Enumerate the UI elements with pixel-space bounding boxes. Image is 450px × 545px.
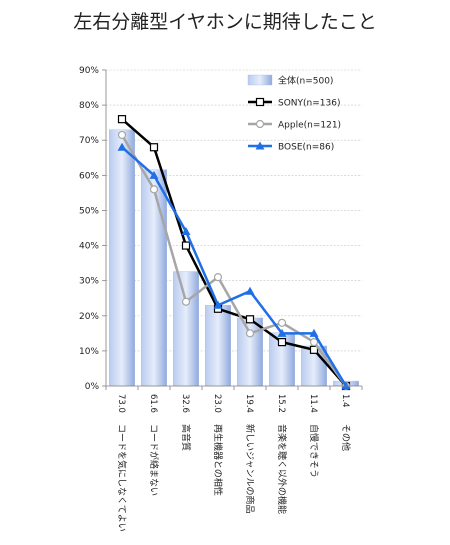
point xyxy=(181,227,191,236)
bar-value-label: 11.4 xyxy=(308,394,318,413)
bar xyxy=(236,317,263,387)
point xyxy=(309,345,319,354)
legend-label: BOSE(n=86) xyxy=(278,143,334,153)
bar-value-label: 23.0 xyxy=(212,394,222,413)
chart-title: 左右分離型イヤホンに期待したこと xyxy=(73,11,376,33)
point xyxy=(245,286,255,295)
point xyxy=(255,141,265,150)
y-tick-label: 20% xyxy=(79,312,99,322)
category-label-group: 1.4 その他 xyxy=(340,394,352,451)
category-label: 再生機器との相性 xyxy=(212,424,224,496)
category-label: その他 xyxy=(340,424,352,451)
y-tick-label: 50% xyxy=(79,206,99,216)
y-tick-label: 30% xyxy=(79,277,99,287)
y-tick-label: 40% xyxy=(79,242,99,252)
category-label-group: 73.0 コードを気にしなくてよい xyxy=(116,394,128,532)
series-line xyxy=(121,146,348,387)
point xyxy=(149,185,159,194)
point xyxy=(255,119,265,129)
point xyxy=(255,97,265,107)
bar xyxy=(172,271,199,387)
point xyxy=(245,329,255,338)
point xyxy=(213,300,223,309)
point xyxy=(309,338,319,347)
category-label: 新しいジャンルの商品 xyxy=(244,424,256,514)
point xyxy=(213,273,223,282)
legend: 全体(n=500) SONY(n=136) Apple(n=121) BOSE(n=8… xyxy=(247,74,341,153)
point xyxy=(277,328,287,337)
point xyxy=(149,170,159,179)
point xyxy=(181,241,191,250)
y-tick-label: 80% xyxy=(79,101,99,111)
bar xyxy=(108,129,135,387)
bar-value-label: 15.2 xyxy=(276,394,286,413)
legend-label: 全体(n=500) xyxy=(278,75,333,87)
legend-swatch xyxy=(247,74,273,86)
category-label-group: 15.2 音楽を聴く以外の機能 xyxy=(276,394,288,514)
category-label: 高音質 xyxy=(180,424,192,451)
point xyxy=(117,115,127,124)
point xyxy=(117,142,127,151)
category-labels: 73.0 コードを気にしなくてよい 61.6 コードが絡まない 32.6 高音質 23.0 再… xyxy=(116,394,352,532)
point xyxy=(341,381,351,390)
axes: 0% 10% 20% 30% 40% 50% 60% 70% 80% 90% xyxy=(79,66,363,392)
bar-value-label: 61.6 xyxy=(148,394,158,413)
point xyxy=(181,297,191,306)
category-label-group: 19.4 新しいジャンルの商品 xyxy=(244,394,256,514)
point xyxy=(277,338,287,347)
point xyxy=(149,143,159,152)
category-label: コードが絡まない xyxy=(148,424,160,496)
category-label-group: 61.6 コードが絡まない xyxy=(148,394,160,496)
y-tick-label: 0% xyxy=(85,382,100,392)
bar-value-label: 32.6 xyxy=(180,394,190,413)
category-label: 自慢できそう xyxy=(308,424,320,478)
series-line xyxy=(121,118,347,387)
point xyxy=(277,318,287,327)
y-tick-label: 60% xyxy=(79,171,99,181)
bar xyxy=(204,305,231,387)
point xyxy=(309,328,319,337)
bar-value-label: 19.4 xyxy=(244,394,254,413)
y-tick-label: 90% xyxy=(79,66,99,76)
series-line xyxy=(120,134,348,387)
category-label-group: 32.6 高音質 xyxy=(180,394,192,451)
bar-value-label: 1.4 xyxy=(340,394,350,408)
category-label-group: 11.4 自慢できそう xyxy=(308,394,320,478)
y-tick-label: 10% xyxy=(79,347,99,357)
category-label: 音楽を聴く以外の機能 xyxy=(276,424,288,514)
category-label-group: 23.0 再生機器との相性 xyxy=(212,394,224,496)
bar xyxy=(140,169,167,387)
point xyxy=(117,130,127,140)
category-label: コードを気にしなくてよい xyxy=(116,424,128,532)
bar-value-label: 73.0 xyxy=(116,394,126,413)
legend-label: SONY(n=136) xyxy=(278,99,340,109)
point xyxy=(245,315,255,324)
legend-label: Apple(n=121) xyxy=(278,121,341,131)
y-tick-label: 70% xyxy=(79,136,99,146)
